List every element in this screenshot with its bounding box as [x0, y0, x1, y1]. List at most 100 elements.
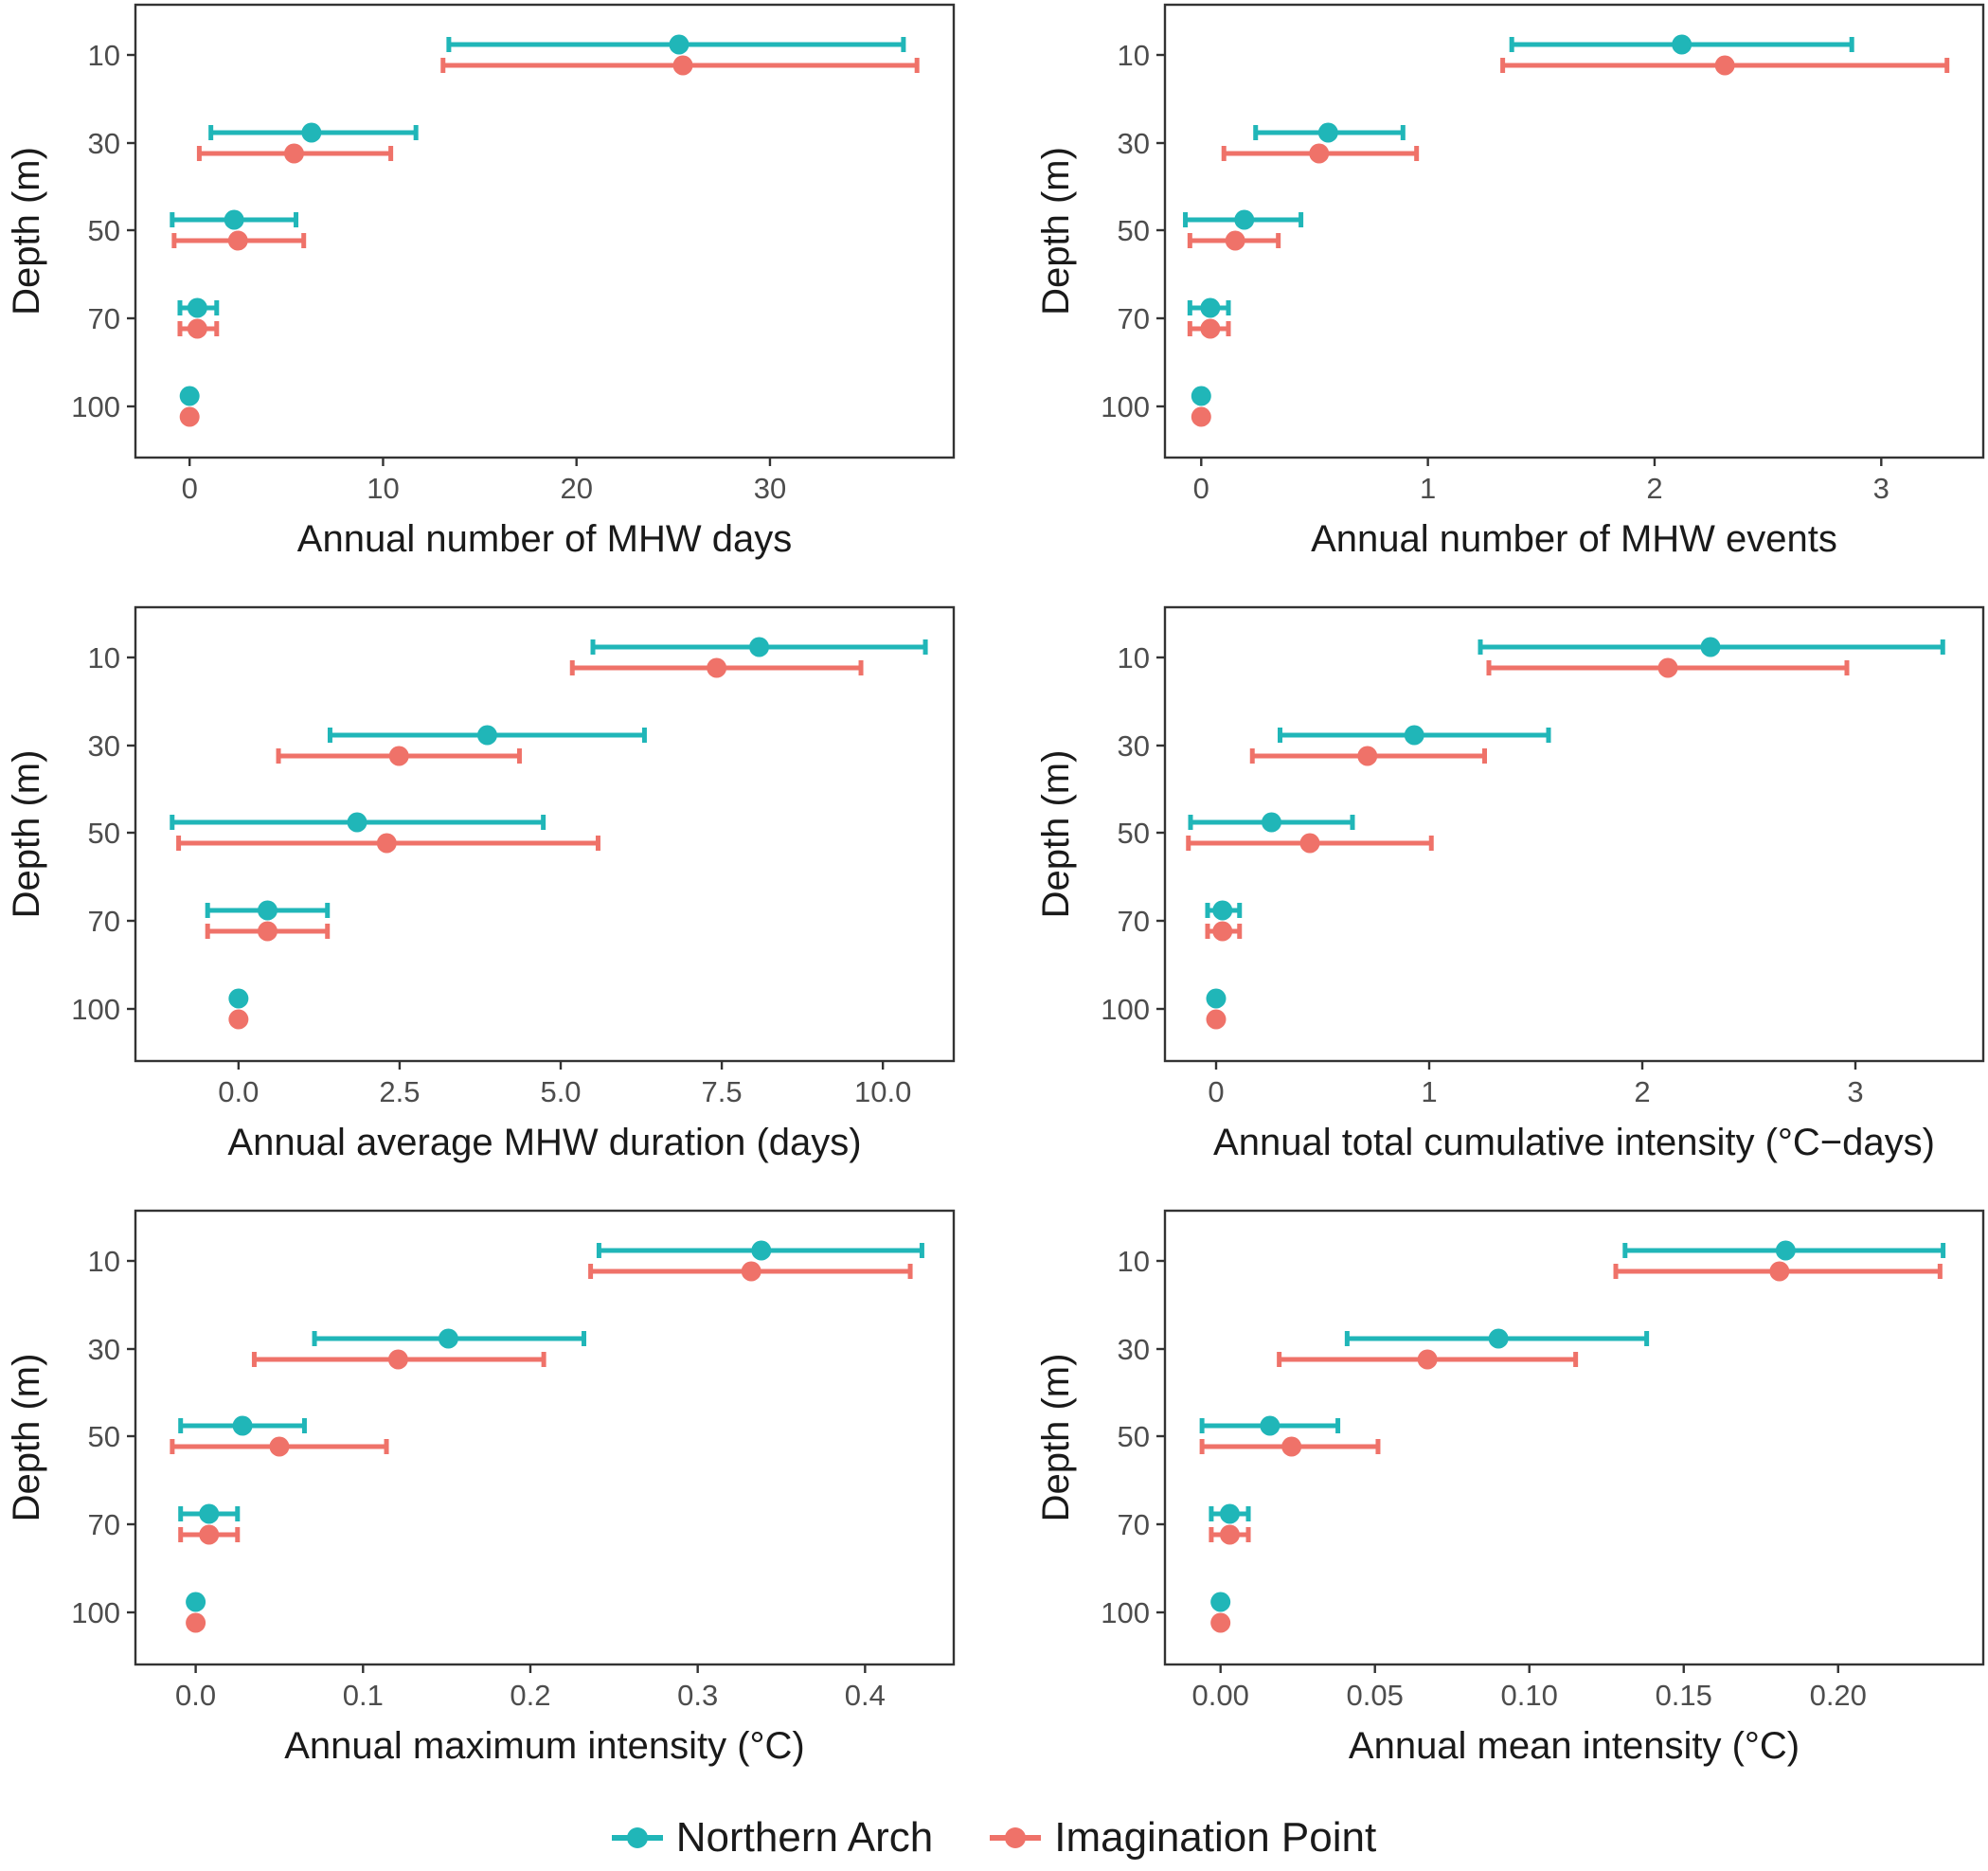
- y-tick-label: 70: [88, 1508, 120, 1541]
- x-tick-label: 0.20: [1810, 1679, 1867, 1712]
- data-point: [1357, 746, 1378, 766]
- data-point: [1309, 143, 1330, 164]
- data-point: [257, 900, 278, 921]
- x-tick-label: 2: [1646, 472, 1662, 505]
- y-tick-label: 70: [88, 302, 120, 335]
- y-axis-title: Depth (m): [6, 1354, 47, 1522]
- data-point: [227, 230, 248, 251]
- y-tick-label: 30: [1118, 729, 1150, 763]
- x-tick-label: 2.5: [379, 1075, 420, 1108]
- panel-5: 10 30 50 70 100 0.0 0.1 0.2 0.3 0.4 Annual maximum…: [6, 1209, 956, 1767]
- legend-item-northern-arch: Northern Arch: [611, 1814, 934, 1862]
- series-imagination-point: [171, 55, 920, 427]
- y-tick-label: 50: [88, 817, 120, 850]
- data-point: [1769, 1261, 1790, 1282]
- data-point: [187, 297, 207, 318]
- data-point: [388, 746, 409, 766]
- series-northern-arch: [170, 34, 906, 406]
- data-point: [1225, 230, 1245, 251]
- y-tick-label: 10: [1118, 641, 1150, 675]
- x-tick-label: 0.3: [677, 1679, 718, 1712]
- data-point: [1206, 1009, 1227, 1030]
- x-tick-label: 0.2: [510, 1679, 550, 1712]
- data-point: [257, 921, 278, 942]
- y-tick-label: 10: [1118, 1245, 1150, 1278]
- data-point: [1299, 833, 1320, 854]
- data-point: [186, 1612, 206, 1633]
- x-axis-title: Annual mean intensity (°C): [1349, 1725, 1800, 1767]
- y-tick-label: 10: [1118, 39, 1150, 72]
- panel-frame: [134, 1209, 956, 1666]
- data-point: [749, 637, 770, 657]
- data-point: [1234, 209, 1255, 230]
- series-northern-arch: [178, 1240, 924, 1612]
- x-tick-label: 1: [1421, 1075, 1437, 1108]
- data-point: [1260, 1415, 1281, 1436]
- data-point: [1206, 988, 1227, 1009]
- panel-2: 10 30 50 70 100 0 1 2 3 Annual number of MHW even…: [1035, 3, 1985, 560]
- x-tick-label: 7.5: [702, 1075, 743, 1108]
- y-tick-label: 100: [1101, 1596, 1150, 1629]
- x-tick-label: 2: [1634, 1075, 1650, 1108]
- y-tick-label: 50: [88, 214, 120, 247]
- data-point: [1200, 318, 1221, 339]
- data-point: [228, 988, 249, 1009]
- y-axis-title: Depth (m): [6, 147, 47, 315]
- y-tick-label: 100: [1101, 390, 1150, 423]
- data-point: [228, 1009, 249, 1030]
- y-axis-title: Depth (m): [1035, 1354, 1077, 1522]
- data-point: [672, 55, 693, 76]
- data-point: [1219, 1524, 1240, 1545]
- data-point: [751, 1240, 772, 1261]
- data-point: [1700, 637, 1721, 657]
- y-axis-title: Depth (m): [1035, 750, 1077, 919]
- y-tick-label: 10: [88, 1245, 120, 1278]
- x-axis-title: Annual number of MHW events: [1311, 518, 1837, 560]
- series-imagination-point: [1186, 657, 1850, 1030]
- data-point: [187, 318, 207, 339]
- y-tick-label: 50: [1118, 817, 1150, 850]
- data-point: [476, 725, 497, 746]
- y-tick-label: 10: [88, 641, 120, 675]
- x-tick-label: 20: [560, 472, 592, 505]
- data-point: [186, 1592, 206, 1612]
- data-point: [179, 386, 200, 406]
- y-tick-label: 100: [71, 1596, 120, 1629]
- y-tick-label: 30: [88, 1333, 120, 1366]
- data-point: [1417, 1349, 1438, 1370]
- y-tick-label: 50: [1118, 214, 1150, 247]
- series-northern-arch: [1183, 34, 1854, 406]
- data-point: [1317, 122, 1338, 143]
- x-tick-label: 0.05: [1347, 1679, 1404, 1712]
- series-imagination-point: [1187, 55, 1950, 427]
- series-imagination-point: [1199, 1261, 1943, 1633]
- x-tick-label: 30: [754, 472, 786, 505]
- x-tick-label: 0: [1208, 1075, 1224, 1108]
- series-imagination-point: [176, 657, 864, 1030]
- x-tick-label: 0.10: [1501, 1679, 1558, 1712]
- data-point: [1191, 406, 1211, 427]
- y-axis-title: Depth (m): [6, 750, 47, 919]
- panel-6: 10 30 50 70 100 0.00 0.05 0.10 0.15 0.20 Annual me…: [1035, 1209, 1985, 1767]
- panel-frame: [1163, 605, 1985, 1063]
- x-tick-label: 0.0: [175, 1679, 216, 1712]
- x-tick-label: 0.15: [1656, 1679, 1712, 1712]
- x-tick-label: 0: [1193, 472, 1209, 505]
- data-point: [1191, 386, 1211, 406]
- data-point: [1775, 1240, 1796, 1261]
- x-tick-label: 0: [182, 472, 198, 505]
- panel-1: 10 30 50 70 100 0 10 20 30 Annual number of MHW d…: [6, 3, 956, 560]
- data-point: [1714, 55, 1735, 76]
- panel-frame: [134, 605, 956, 1063]
- data-point: [1404, 725, 1424, 746]
- series-northern-arch: [1199, 1240, 1946, 1612]
- legend: Northern Arch Imagination Point: [0, 1805, 1988, 1871]
- data-point: [1200, 297, 1221, 318]
- data-point: [269, 1436, 290, 1457]
- legend-label-northern-arch: Northern Arch: [675, 1814, 934, 1861]
- panel-frame: [134, 3, 956, 459]
- y-tick-label: 70: [88, 905, 120, 938]
- y-tick-label: 30: [1118, 127, 1150, 160]
- data-point: [1212, 921, 1233, 942]
